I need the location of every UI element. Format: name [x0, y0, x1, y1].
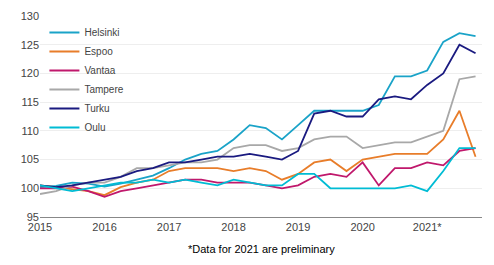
svg-text:95: 95	[27, 211, 39, 223]
svg-text:Oulu: Oulu	[84, 122, 105, 133]
svg-text:Helsinki: Helsinki	[84, 27, 119, 38]
svg-text:2020: 2020	[350, 221, 374, 233]
svg-text:Espoo: Espoo	[84, 46, 113, 57]
svg-text:Turku: Turku	[84, 103, 109, 114]
svg-text:110: 110	[21, 125, 39, 137]
svg-text:115: 115	[21, 96, 39, 108]
svg-text:2015: 2015	[28, 221, 52, 233]
svg-text:120: 120	[21, 67, 39, 79]
svg-text:2021*: 2021*	[413, 221, 442, 233]
svg-text:Tampere: Tampere	[84, 84, 123, 95]
svg-text:100: 100	[21, 182, 39, 194]
svg-text:2017: 2017	[157, 221, 181, 233]
svg-text:Vantaa: Vantaa	[84, 65, 115, 76]
svg-text:130: 130	[21, 10, 39, 22]
svg-text:2018: 2018	[221, 221, 245, 233]
svg-text:2016: 2016	[92, 221, 116, 233]
svg-text:105: 105	[21, 153, 39, 165]
svg-text:125: 125	[21, 39, 39, 51]
svg-text:2019: 2019	[286, 221, 310, 233]
svg-text:*Data for 2021 are preliminary: *Data for 2021 are preliminary	[188, 243, 335, 255]
